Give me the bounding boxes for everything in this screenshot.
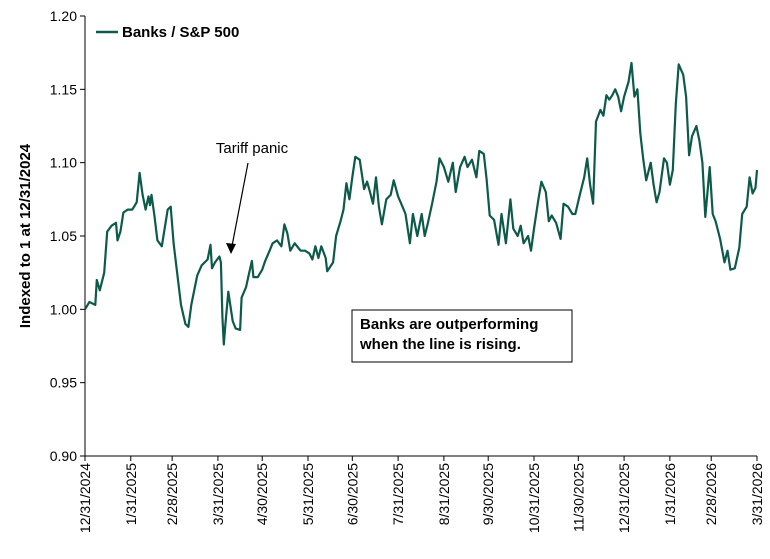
note-line: Banks are outperforming <box>360 316 538 333</box>
x-tick-label: 5/31/2025 <box>300 463 316 525</box>
y-axis-title: Indexed to 1 at 12/31/2024 <box>17 143 34 328</box>
x-tick-label: 1/31/2025 <box>123 463 139 525</box>
x-tick-label: 12/31/2025 <box>616 463 632 533</box>
y-tick-label: 0.90 <box>50 448 77 464</box>
x-tick-label: 9/30/2025 <box>480 463 496 525</box>
y-tick-label: 1.10 <box>50 155 77 171</box>
y-tick-label: 1.05 <box>50 228 77 244</box>
x-tick-label: 3/31/2026 <box>749 463 765 525</box>
annotation-arrow <box>231 162 249 247</box>
x-tick-label: 12/31/2024 <box>77 463 93 533</box>
series-line <box>84 61 759 346</box>
y-tick-label: 1.00 <box>50 301 77 317</box>
x-tick-label: 1/31/2026 <box>662 463 678 525</box>
legend-label: Banks / S&P 500 <box>122 24 239 41</box>
x-tick-label: 2/28/2025 <box>164 463 180 525</box>
x-tick-label: 11/30/2025 <box>570 463 586 532</box>
x-tick-label: 6/30/2025 <box>344 463 360 525</box>
x-tick-label: 4/30/2025 <box>254 463 270 525</box>
x-tick-label: 10/31/2025 <box>526 463 542 533</box>
note-box <box>351 309 573 363</box>
y-tick-label: 0.95 <box>50 375 77 391</box>
annotation: Tariff panic <box>216 140 289 157</box>
x-tick-label: 2/28/2026 <box>703 463 719 525</box>
x-tick-label: 7/31/2025 <box>390 463 406 525</box>
x-tick-label: 3/31/2025 <box>210 463 226 525</box>
note-line: when the line is rising. <box>359 336 521 353</box>
y-tick-label: 1.15 <box>50 81 77 97</box>
x-tick-label: 8/31/2025 <box>436 463 452 525</box>
arrow-head <box>226 243 236 254</box>
y-tick-label: 1.20 <box>50 8 77 24</box>
